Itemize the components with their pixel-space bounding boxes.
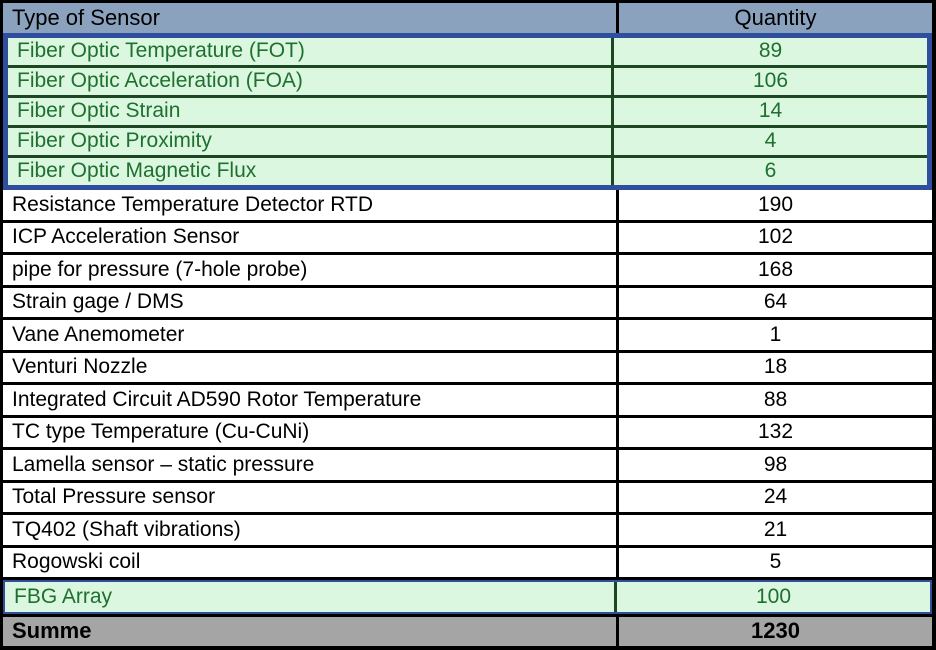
sensor-name-cell: pipe for pressure (7-hole probe) — [3, 255, 619, 285]
quantity-cell: 6 — [764, 159, 777, 183]
table-row: Total Pressure sensor 24 — [3, 482, 932, 515]
table-row: TQ402 (Shaft vibrations) 21 — [3, 515, 932, 548]
quantity-cell: 21 — [763, 517, 788, 541]
sensor-name-cell: Fiber Optic Magnetic Flux — [8, 157, 614, 185]
quantity-cell: 64 — [763, 290, 788, 314]
quantity-cell: 98 — [763, 452, 788, 476]
quantity-cell: 5 — [769, 550, 782, 574]
quantity-cell: 18 — [763, 355, 788, 379]
sensor-name-cell: Integrated Circuit AD590 Rotor Temperatu… — [3, 385, 619, 415]
table-row: Vane Anemometer 1 — [3, 320, 932, 353]
table-header-row: Type of Sensor Quantity — [3, 3, 932, 33]
column-header-type-of-sensor: Type of Sensor — [3, 3, 619, 33]
quantity-cell: 190 — [757, 192, 794, 216]
table-row: ICP Acceleration Sensor 102 — [3, 222, 932, 255]
sensor-name-cell: Fiber Optic Acceleration (FOA) — [8, 67, 614, 95]
table-row: Integrated Circuit AD590 Rotor Temperatu… — [3, 385, 932, 418]
column-header-quantity: Quantity — [734, 4, 817, 30]
sensor-name-cell: Rogowski coil — [3, 547, 619, 577]
quantity-cell: 106 — [752, 69, 789, 93]
sensor-name-cell: Fiber Optic Temperature (FOT) — [8, 37, 614, 65]
total-quantity-cell: 1230 — [751, 618, 800, 644]
table-row: Strain gage / DMS 64 — [3, 287, 932, 320]
table-row: Venturi Nozzle 18 — [3, 352, 932, 385]
quantity-cell: 89 — [758, 39, 783, 63]
table-row: Lamella sensor – static pressure 98 — [3, 450, 932, 483]
table-row: Fiber Optic Temperature (FOT) 89 — [8, 37, 927, 68]
sensor-name-cell: Lamella sensor – static pressure — [3, 450, 619, 480]
quantity-cell: 88 — [763, 387, 788, 411]
table-row: Fiber Optic Acceleration (FOA) 106 — [8, 67, 927, 98]
sensor-name-cell: Venturi Nozzle — [3, 352, 619, 382]
quantity-cell: 102 — [757, 225, 794, 249]
sensor-name-cell: Fiber Optic Strain — [8, 97, 614, 125]
quantity-cell: 100 — [755, 584, 792, 608]
table-row: Fiber Optic Strain 14 — [8, 97, 927, 128]
quantity-cell: 14 — [758, 99, 783, 123]
table-row-fbg-array: FBG Array 100 — [3, 580, 932, 614]
quantity-cell: 1 — [769, 322, 782, 346]
sensor-name-cell: FBG Array — [5, 582, 617, 612]
sensor-name-cell: ICP Acceleration Sensor — [3, 222, 619, 252]
quantity-cell: 24 — [763, 485, 788, 509]
quantity-cell: 4 — [764, 129, 777, 153]
quantity-cell: 168 — [757, 257, 794, 281]
fiber-optic-sensor-group: Fiber Optic Temperature (FOT) 89 Fiber Opt… — [3, 32, 932, 190]
sensor-name-cell: Resistance Temperature Detector RTD — [3, 190, 619, 220]
sensor-name-cell: TQ402 (Shaft vibrations) — [3, 515, 619, 545]
sensor-name-cell: Total Pressure sensor — [3, 482, 619, 512]
quantity-cell: 132 — [757, 420, 794, 444]
table-row: Fiber Optic Proximity 4 — [8, 127, 927, 158]
table-row: pipe for pressure (7-hole probe) 168 — [3, 255, 932, 288]
table-row: Fiber Optic Magnetic Flux 6 — [8, 157, 927, 185]
table-row: Resistance Temperature Detector RTD 190 — [3, 190, 932, 223]
table-row: TC type Temperature (Cu-CuNi) 132 — [3, 417, 932, 450]
table-row: Rogowski coil 5 — [3, 547, 932, 580]
sensor-name-cell: Strain gage / DMS — [3, 287, 619, 317]
total-label-cell: Summe — [3, 616, 619, 646]
sensor-name-cell: Vane Anemometer — [3, 320, 619, 350]
sensor-name-cell: Fiber Optic Proximity — [8, 127, 614, 155]
table-footer-total-row: Summe 1230 — [3, 613, 932, 646]
sensor-name-cell: TC type Temperature (Cu-CuNi) — [3, 417, 619, 447]
